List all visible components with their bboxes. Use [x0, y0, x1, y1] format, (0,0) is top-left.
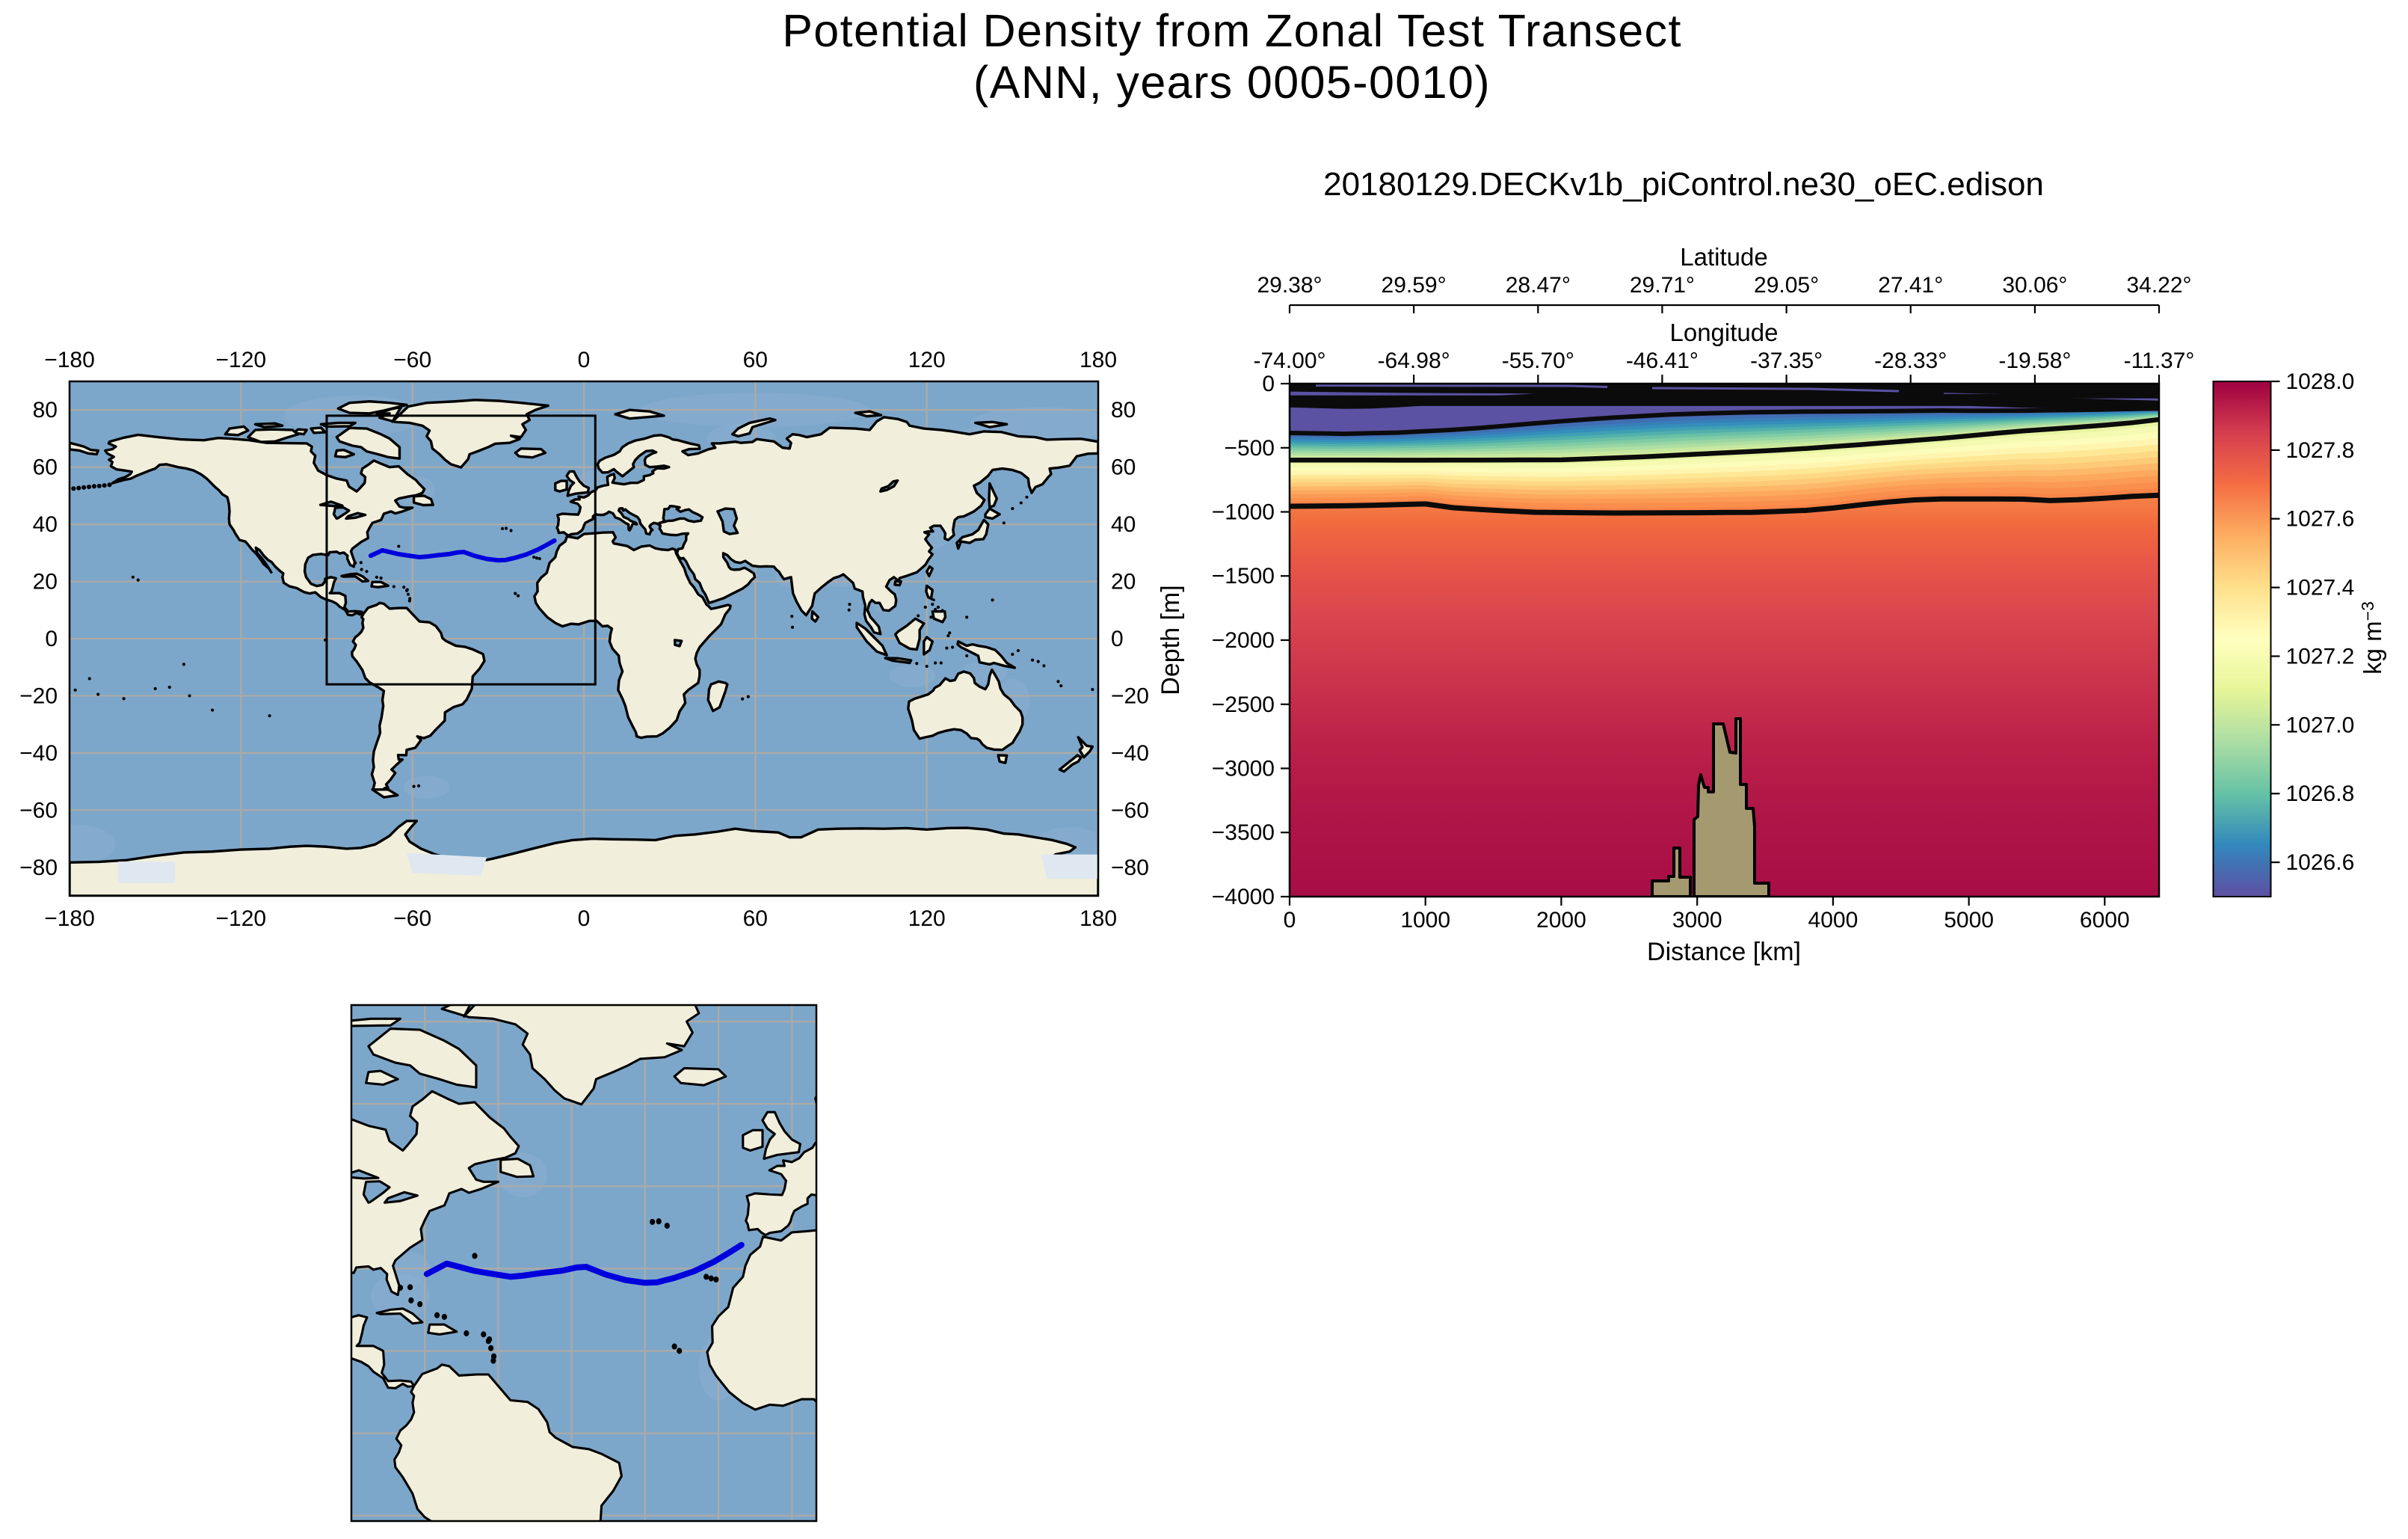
svg-text:-11.37°: -11.37°	[2124, 348, 2195, 373]
svg-text:0: 0	[1284, 908, 1296, 933]
svg-text:34.22°: 34.22°	[2126, 273, 2191, 298]
svg-text:−120: −120	[216, 348, 267, 372]
svg-text:-28.33°: -28.33°	[1874, 348, 1947, 373]
svg-text:60: 60	[1111, 455, 1136, 480]
svg-text:−4000: −4000	[1212, 885, 1275, 909]
svg-text:0: 0	[45, 627, 58, 651]
svg-text:20180129.DECKv1b_piControl.ne3: 20180129.DECKv1b_piControl.ne30_oEC.edis…	[1323, 166, 2044, 203]
svg-text:29.38°: 29.38°	[1257, 273, 1322, 298]
svg-text:−40: −40	[19, 741, 58, 766]
svg-text:−60: −60	[393, 906, 431, 931]
svg-text:29.05°: 29.05°	[1754, 273, 1819, 298]
svg-text:−80: −80	[1111, 855, 1149, 880]
svg-text:−3000: −3000	[1212, 757, 1275, 781]
svg-text:0: 0	[1262, 372, 1275, 396]
svg-text:3000: 3000	[1672, 908, 1722, 933]
svg-text:−500: −500	[1224, 436, 1275, 461]
svg-text:−80: −80	[19, 855, 58, 880]
svg-text:Latitude: Latitude	[1680, 243, 1767, 271]
svg-text:60: 60	[33, 455, 58, 480]
svg-text:1026.6: 1026.6	[2286, 850, 2355, 875]
svg-text:−20: −20	[1111, 684, 1149, 708]
svg-text:-37.35°: -37.35°	[1750, 348, 1823, 373]
svg-text:−180: −180	[44, 348, 95, 372]
svg-text:0: 0	[578, 906, 591, 931]
svg-text:20: 20	[1111, 570, 1136, 595]
svg-text:-46.41°: -46.41°	[1626, 348, 1699, 373]
svg-text:120: 120	[908, 906, 946, 931]
svg-text:-64.98°: -64.98°	[1378, 348, 1450, 373]
svg-text:0: 0	[1111, 627, 1124, 651]
svg-text:40: 40	[33, 512, 58, 537]
svg-text:−60: −60	[393, 348, 431, 372]
svg-text:1028.0: 1028.0	[2286, 369, 2355, 394]
svg-text:kg m−3: kg m−3	[2358, 601, 2386, 675]
svg-text:−180: −180	[44, 906, 95, 931]
svg-text:1027.0: 1027.0	[2286, 713, 2355, 737]
svg-text:5000: 5000	[1944, 908, 1994, 933]
svg-text:80: 80	[33, 398, 58, 423]
svg-text:4000: 4000	[1808, 908, 1859, 933]
svg-text:−20: −20	[19, 684, 58, 708]
svg-text:−40: −40	[1111, 741, 1149, 766]
svg-text:Longitude: Longitude	[1670, 319, 1779, 346]
svg-text:2000: 2000	[1536, 908, 1586, 933]
svg-text:27.41°: 27.41°	[1878, 273, 1943, 298]
svg-text:−60: −60	[19, 798, 58, 823]
svg-text:−2500: −2500	[1212, 692, 1275, 717]
svg-text:40: 40	[1111, 512, 1136, 537]
svg-text:180: 180	[1080, 348, 1117, 372]
svg-text:1026.8: 1026.8	[2286, 781, 2355, 806]
svg-text:60: 60	[743, 348, 768, 372]
svg-text:-19.58°: -19.58°	[1998, 348, 2071, 373]
svg-text:180: 180	[1080, 906, 1117, 931]
svg-text:29.71°: 29.71°	[1630, 273, 1695, 298]
svg-text:1027.2: 1027.2	[2286, 645, 2355, 669]
svg-text:60: 60	[743, 906, 768, 931]
svg-text:Distance [km]: Distance [km]	[1647, 938, 1801, 966]
svg-text:120: 120	[908, 348, 946, 372]
svg-text:-55.70°: -55.70°	[1502, 348, 1574, 373]
svg-text:−1500: −1500	[1212, 564, 1275, 589]
svg-text:1027.6: 1027.6	[2286, 507, 2355, 532]
svg-text:30.06°: 30.06°	[2002, 273, 2067, 298]
svg-text:6000: 6000	[2080, 908, 2130, 933]
svg-text:0: 0	[578, 348, 591, 372]
svg-text:1027.8: 1027.8	[2286, 438, 2355, 463]
svg-text:−60: −60	[1111, 798, 1149, 823]
svg-text:-74.00°: -74.00°	[1253, 348, 1325, 373]
svg-text:29.59°: 29.59°	[1382, 273, 1447, 298]
svg-text:−1000: −1000	[1212, 500, 1275, 525]
svg-text:1000: 1000	[1400, 908, 1450, 933]
svg-text:1027.4: 1027.4	[2286, 576, 2355, 600]
svg-text:−3500: −3500	[1212, 820, 1275, 845]
svg-text:80: 80	[1111, 398, 1136, 423]
svg-text:−120: −120	[216, 906, 267, 931]
svg-text:−2000: −2000	[1212, 628, 1275, 653]
svg-text:Depth [m]: Depth [m]	[1157, 585, 1185, 695]
svg-text:28.47°: 28.47°	[1506, 273, 1571, 298]
svg-text:20: 20	[33, 570, 58, 595]
